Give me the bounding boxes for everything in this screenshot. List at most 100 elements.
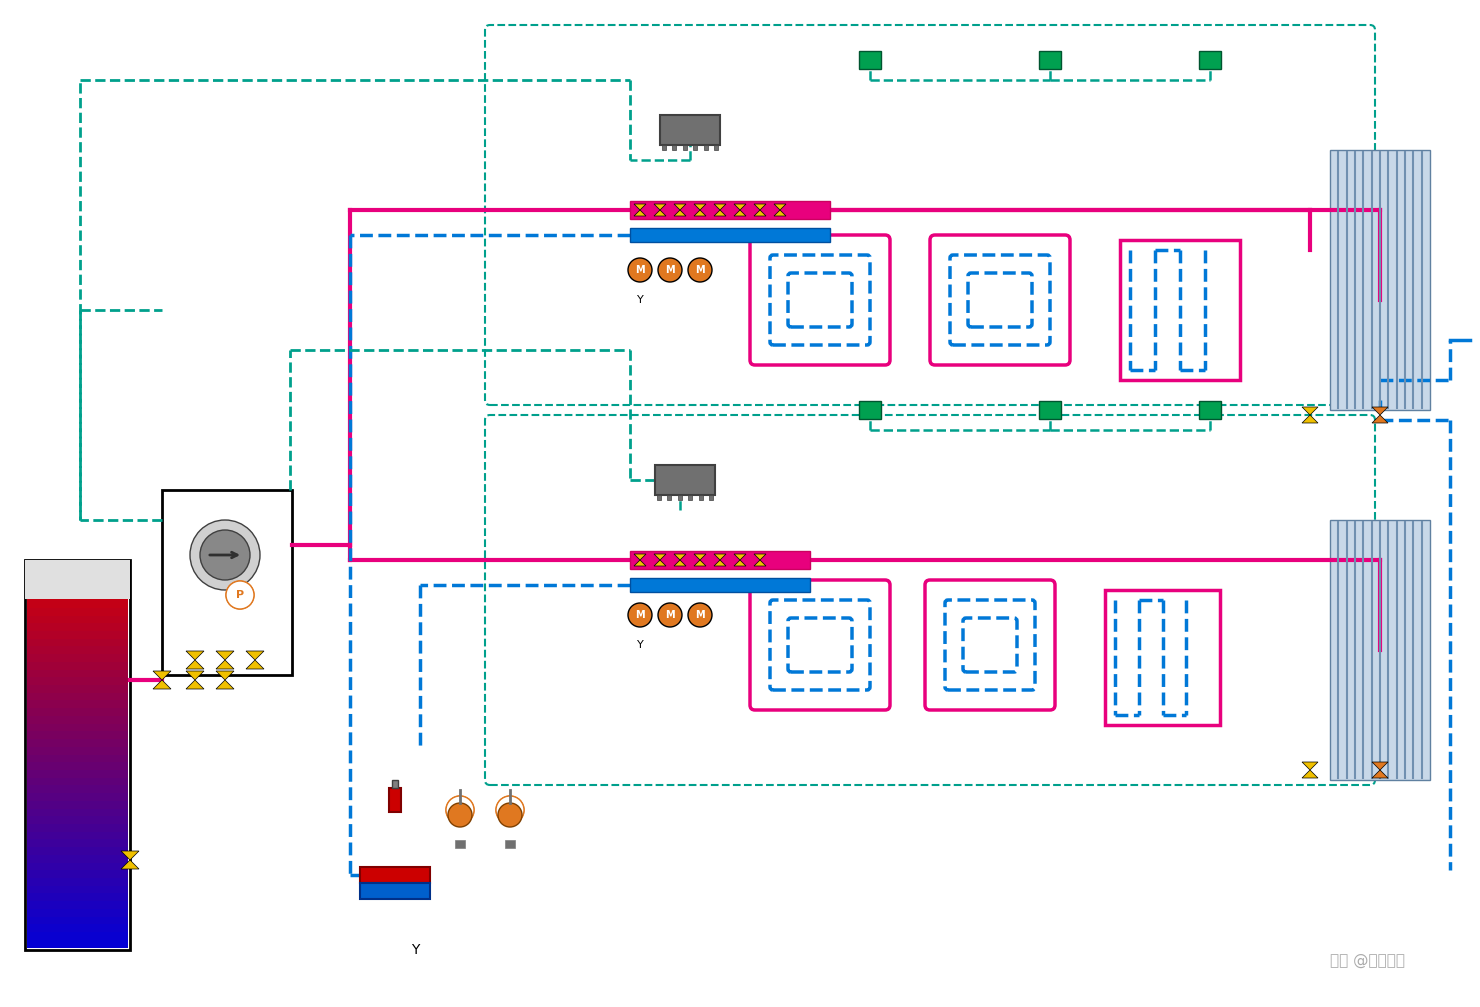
Bar: [392, 780, 398, 788]
Bar: [1199, 51, 1221, 69]
Bar: [27, 562, 127, 570]
Bar: [699, 495, 703, 500]
Circle shape: [226, 581, 255, 609]
Circle shape: [496, 796, 524, 824]
Polygon shape: [1302, 415, 1319, 423]
Polygon shape: [673, 554, 687, 560]
Polygon shape: [152, 671, 172, 680]
Bar: [1331, 520, 1430, 780]
Bar: [693, 145, 697, 150]
Bar: [709, 495, 713, 500]
Polygon shape: [1372, 762, 1388, 770]
Bar: [27, 608, 127, 616]
Polygon shape: [152, 680, 172, 689]
Circle shape: [628, 603, 653, 627]
Bar: [360, 883, 431, 899]
Bar: [27, 716, 127, 724]
Bar: [27, 747, 127, 755]
Polygon shape: [216, 671, 234, 680]
Polygon shape: [673, 210, 687, 215]
Circle shape: [497, 803, 522, 827]
Bar: [27, 770, 127, 778]
Bar: [27, 654, 127, 662]
Text: P: P: [456, 805, 465, 815]
Polygon shape: [654, 560, 666, 566]
Circle shape: [688, 258, 712, 282]
Bar: [27, 762, 127, 770]
Polygon shape: [1372, 415, 1388, 423]
Polygon shape: [734, 554, 746, 560]
Polygon shape: [673, 560, 687, 566]
Circle shape: [445, 796, 474, 824]
Polygon shape: [1302, 407, 1319, 415]
Bar: [27, 855, 127, 863]
Bar: [25, 560, 130, 599]
Polygon shape: [1372, 770, 1388, 778]
Bar: [27, 662, 127, 670]
Bar: [678, 495, 682, 500]
Polygon shape: [753, 554, 767, 560]
Text: P: P: [506, 805, 514, 815]
Polygon shape: [1372, 407, 1388, 415]
Bar: [27, 700, 127, 708]
Bar: [27, 801, 127, 809]
Bar: [27, 724, 127, 732]
Polygon shape: [713, 554, 727, 560]
Polygon shape: [633, 210, 645, 215]
Bar: [713, 145, 718, 150]
Polygon shape: [1302, 770, 1319, 778]
Polygon shape: [246, 660, 263, 669]
Polygon shape: [633, 560, 645, 566]
Circle shape: [688, 603, 712, 627]
Bar: [672, 145, 676, 150]
Polygon shape: [216, 660, 234, 669]
Bar: [27, 940, 127, 948]
Polygon shape: [654, 210, 666, 215]
Bar: [656, 465, 715, 495]
Bar: [630, 551, 810, 569]
Bar: [27, 731, 127, 739]
Polygon shape: [694, 560, 706, 566]
Polygon shape: [774, 210, 786, 215]
Bar: [27, 793, 127, 801]
Text: 知乎 @居说人话: 知乎 @居说人话: [1331, 953, 1405, 968]
Bar: [657, 495, 662, 500]
Polygon shape: [694, 210, 706, 215]
Text: M: M: [696, 610, 704, 620]
Polygon shape: [713, 204, 727, 210]
Text: Y: Y: [636, 295, 644, 305]
Bar: [27, 809, 127, 817]
Bar: [688, 495, 693, 500]
Polygon shape: [694, 204, 706, 210]
Polygon shape: [216, 651, 234, 660]
Bar: [27, 901, 127, 909]
Circle shape: [496, 796, 524, 824]
Bar: [360, 867, 431, 883]
Bar: [27, 600, 127, 608]
Bar: [660, 115, 719, 145]
Text: Y: Y: [411, 943, 419, 957]
Bar: [1199, 401, 1221, 419]
Bar: [682, 145, 687, 150]
Polygon shape: [121, 860, 139, 869]
Bar: [27, 639, 127, 648]
Polygon shape: [186, 671, 204, 680]
Bar: [858, 401, 881, 419]
Bar: [27, 623, 127, 631]
Bar: [27, 755, 127, 763]
Bar: [27, 693, 127, 701]
Bar: [1039, 51, 1061, 69]
Bar: [505, 840, 515, 848]
Circle shape: [448, 803, 472, 827]
Polygon shape: [673, 204, 687, 210]
Bar: [27, 909, 127, 917]
Polygon shape: [753, 560, 767, 566]
Bar: [27, 685, 127, 693]
Bar: [389, 788, 401, 812]
Polygon shape: [654, 554, 666, 560]
Bar: [703, 145, 707, 150]
Polygon shape: [186, 651, 204, 660]
Polygon shape: [654, 204, 666, 210]
Circle shape: [659, 603, 682, 627]
Bar: [27, 677, 127, 685]
